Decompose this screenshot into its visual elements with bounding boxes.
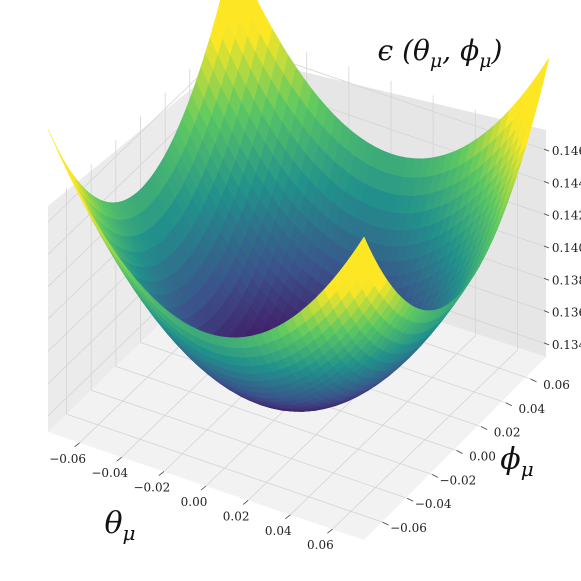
floor-gridline <box>66 413 383 523</box>
z-tick-mark <box>543 277 550 281</box>
z-tick-label: 0.146 <box>552 144 581 158</box>
z-tick-mark <box>543 213 550 217</box>
y-tick-label: −0.02 <box>439 473 476 487</box>
z-tick-label: 0.138 <box>552 273 581 287</box>
y-tick-label: 0.00 <box>469 450 496 464</box>
y-tick-label: 0.04 <box>518 402 545 416</box>
z-tick-mark <box>543 310 550 313</box>
y-tick-mark <box>406 497 414 502</box>
x-tick-mark <box>327 528 333 534</box>
y-tick-label: 0.06 <box>543 378 570 392</box>
x-tick-label: 0.00 <box>181 495 208 509</box>
x-tick-mark <box>242 500 249 505</box>
x-axis-label: θμ <box>104 506 135 545</box>
x-tick-label: −0.02 <box>133 481 170 495</box>
floor-gridline <box>115 365 432 475</box>
z-tick-mark <box>543 342 550 346</box>
y-axis-label: ϕμ <box>500 442 533 481</box>
z-tick-mark <box>543 245 550 249</box>
y-tick-mark <box>431 474 439 478</box>
axis-ticks: −0.06 −0.04 −0.02 0.00 0.02 0.04 0.06 −0.06 −0.0… <box>49 144 581 552</box>
x-tick-label: −0.06 <box>49 452 86 466</box>
y-tick-label: 0.02 <box>494 426 521 440</box>
y-tick-mark <box>456 450 463 454</box>
y-tick-label: −0.04 <box>415 497 452 511</box>
surface-mesh <box>47 0 550 412</box>
x-tick-mark <box>74 442 80 448</box>
floor-gridline <box>91 389 408 499</box>
x-tick-mark <box>200 485 207 491</box>
x-tick-mark <box>285 514 291 520</box>
y-tick-mark <box>505 402 513 407</box>
z-tick-label: 0.142 <box>552 209 581 223</box>
y-tick-label: −0.06 <box>390 521 427 535</box>
x-tick-label: 0.02 <box>223 509 250 523</box>
x-tick-mark <box>158 471 165 476</box>
surface-face <box>355 236 369 260</box>
y-tick-mark <box>382 521 389 526</box>
z-tick-mark <box>543 181 550 184</box>
z-tick-label: 0.134 <box>552 338 581 352</box>
y-tick-mark <box>480 426 488 430</box>
z-tick-label: 0.140 <box>552 241 581 255</box>
x-tick-label: 0.06 <box>307 538 334 552</box>
z-tick-label: 0.136 <box>552 306 581 320</box>
y-tick-mark <box>530 378 537 383</box>
x-tick-label: 0.04 <box>265 524 292 538</box>
z-tick-mark <box>543 148 550 152</box>
x-tick-mark <box>116 456 122 462</box>
chart-title: ϵ (θμ, ϕμ) <box>378 34 503 72</box>
z-tick-label: 0.144 <box>552 176 581 190</box>
x-tick-label: −0.04 <box>91 466 128 480</box>
